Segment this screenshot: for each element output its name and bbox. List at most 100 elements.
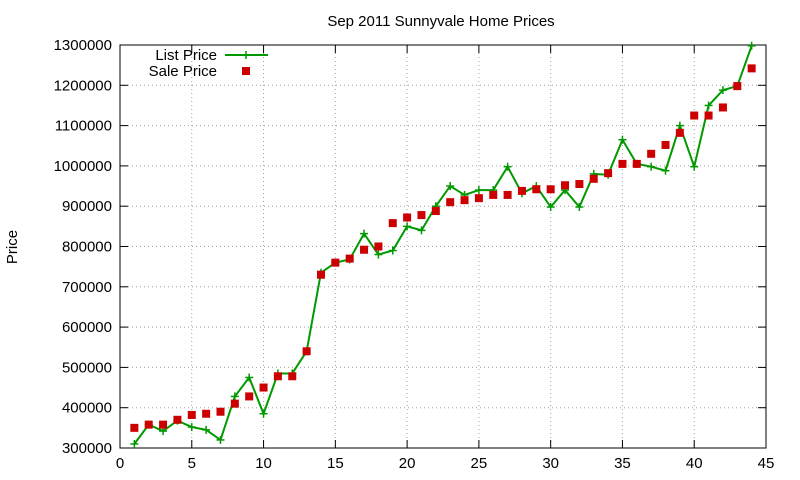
sale-price-point [733,82,742,91]
x-tick-label: 15 [327,455,344,472]
list-price-point [704,101,713,110]
sale-price-point [230,399,239,408]
sale-price-point [604,169,613,178]
sale-price-point [187,410,196,419]
x-tick-label: 20 [399,455,416,472]
y-tick-label: 800000 [62,239,112,256]
sale-price-point [331,258,340,267]
x-tick-label: 30 [542,455,559,472]
sale-price-point [259,383,268,392]
sale-price-point [632,159,641,168]
grid-layer [120,45,766,448]
sale-price-point [690,111,699,120]
list-price-point [403,222,412,231]
legend-label-list-price: List Price [155,47,217,64]
sale-price-point [474,194,483,203]
sale-price-point [446,198,455,207]
list-price-point [216,435,225,444]
x-tick-label: 5 [188,455,196,472]
sale-price-point [489,190,498,199]
sale-price-point [589,174,598,183]
sale-price-point [159,420,168,429]
sale-price-point [661,140,670,149]
list-price-point [230,392,239,401]
x-tick-label: 10 [255,455,272,472]
sale-price-point [675,128,684,137]
sale-price-point [460,196,469,205]
sale-price-point [532,185,541,194]
sale-price-point [575,180,584,189]
x-tick-label: 25 [471,455,488,472]
list-price-point [647,162,656,171]
list-price-point [718,86,727,95]
list-price-point [360,229,369,238]
x-tick-label: 45 [758,455,775,472]
list-price-point [618,135,627,144]
sale-price-point [144,420,153,429]
sale-price-point [618,159,627,168]
legend-label-sale-price: Sale Price [149,63,217,80]
sale-price-point [417,211,426,220]
sale-price-point [647,149,656,158]
chart-title: Sep 2011 Sunnyvale Home Prices [327,13,554,30]
sale-price-point [374,242,383,251]
y-tick-label: 1300000 [54,37,112,54]
sale-price-point [273,372,282,381]
list-price-point [575,203,584,212]
list-price-point [259,409,268,418]
sale-price-point [130,423,139,432]
sale-price-point [561,181,570,190]
y-tick-label: 1200000 [54,77,112,94]
sale-price-point [431,207,440,216]
sale-price-point [173,415,182,424]
sale-price-point [546,185,555,194]
sale-price-point [245,392,254,401]
list-price-point [374,250,383,259]
list-price-point [187,423,196,432]
axis-layer: 300000 400000 500000 600000 700000 800000 9000… [54,37,775,472]
legend: List Price Sale Price [149,47,268,80]
sale-price-point [288,372,297,381]
sale-price-point [202,409,211,418]
list-price-point [747,41,756,50]
y-tick-label: 900000 [62,198,112,215]
sale-price-point [747,64,756,73]
x-tick-label: 0 [116,455,124,472]
legend-marker-list-price [242,51,250,59]
x-tick-label: 40 [686,455,703,472]
list-price-point [446,182,455,191]
sale-price-point [718,103,727,112]
series-line-list-price [133,45,753,445]
legend-marker-sale-price [242,67,250,75]
list-price-point [417,226,426,235]
sale-price-point [302,347,311,356]
sale-price-point [388,219,397,228]
list-price-point [503,162,512,171]
y-tick-label: 1100000 [55,118,112,135]
list-price-point [388,246,397,255]
list-price-point [130,439,139,448]
list-price-point [661,166,670,175]
y-tick-label: 1000000 [54,158,112,175]
y-tick-label: 600000 [62,319,112,336]
sale-price-point [360,245,369,254]
sale-price-point [316,270,325,279]
list-price-point [202,425,211,434]
sale-price-point [216,407,225,416]
sale-price-point [503,190,512,199]
list-price-point [474,186,483,195]
list-price-point [690,162,699,171]
list-price-point [245,373,254,382]
y-tick-label: 500000 [62,359,112,376]
y-axis-label: Price [4,230,21,264]
y-tick-label: 300000 [62,440,112,457]
y-tick-label: 400000 [62,400,112,417]
sale-price-point [345,254,354,263]
sale-price-point [704,111,713,120]
x-tick-label: 35 [614,455,631,472]
y-tick-label: 700000 [62,279,112,296]
list-price-point [675,121,684,130]
list-price-point [546,203,555,212]
